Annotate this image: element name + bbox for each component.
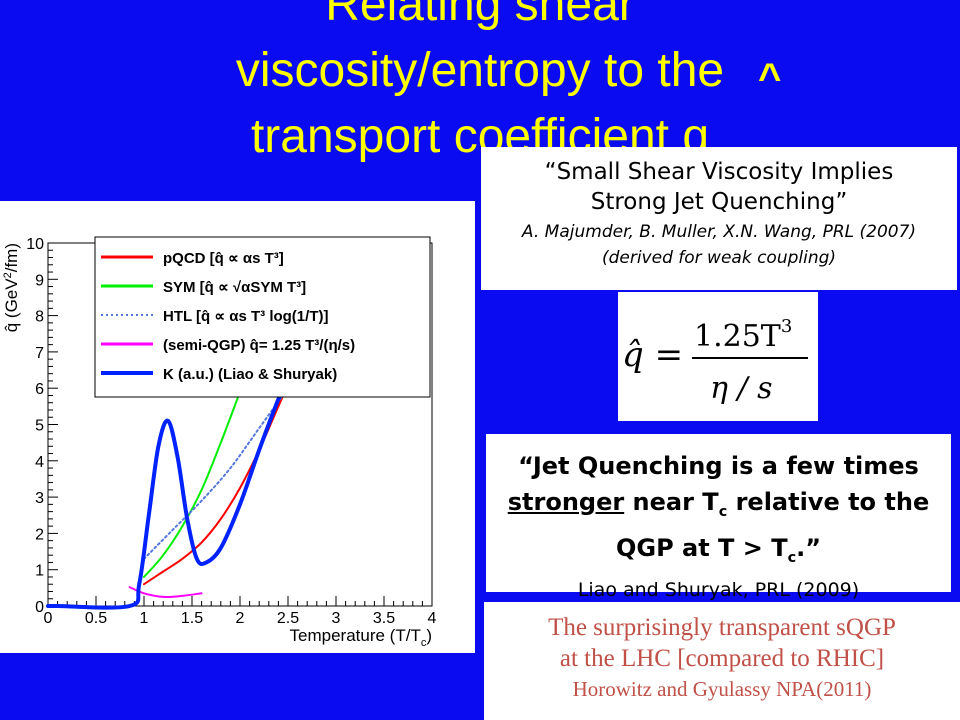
citation-majumder: A. Majumder, B. Muller, X.N. Wang, PRL (… <box>521 222 917 242</box>
y-tick-label: 7 <box>35 345 44 362</box>
qhat-vs-temperature-chart: 0 0.5 1 1.5 2 2.5 3 3.5 4 0 1 2 3 4 5 6 7 8 9 10 Temperature… <box>2 236 437 649</box>
legend-box <box>94 236 431 398</box>
y-tick-label: 3 <box>35 490 44 507</box>
jet-quenching-quote-box: “Jet Quenching is a few times stronger n… <box>486 434 951 601</box>
weak-coupling-note: (derived for weak coupling) <box>601 248 837 268</box>
quote-line1: “Small Shear Viscosity Implies <box>544 159 894 185</box>
slide-title-line1: Relating shear <box>325 0 635 31</box>
y-tick-label: 1 <box>35 563 44 580</box>
series-line-2 <box>143 365 251 578</box>
y-tick-label: 9 <box>35 272 44 289</box>
citation-liao-shuryak: Liao and Shuryak, PRL (2009) <box>577 578 860 601</box>
citation-horowitz: Horowitz and Gyulassy NPA(2011) <box>572 677 872 701</box>
formula-denominator: η / s <box>710 371 773 406</box>
x-axis-label-sub: c <box>421 637 427 649</box>
x-tick-label: 1.5 <box>181 610 203 627</box>
legend-label: (semi-QGP) q̂= 1.25 T³/(η/s) <box>163 337 355 354</box>
hg-line1: The surprisingly transparent sQGP <box>548 614 896 641</box>
y-axis-label-close: /fm) <box>2 243 21 272</box>
horowitz-gyulassy-box: The surprisingly transparent sQGP at the… <box>484 602 960 720</box>
legend-label: pQCD [q̂ ∝ αs T³] <box>163 250 284 267</box>
quote-line2: Strong Jet Quenching” <box>590 189 848 215</box>
series-line-5 <box>46 375 290 610</box>
formula-numerator: 1.25T3 <box>694 316 792 354</box>
small-viscosity-quote-box: “Small Shear Viscosity Implies Strong Je… <box>481 147 957 290</box>
title-hat-mark: ^ <box>758 56 782 100</box>
x-tick-label: 3.5 <box>373 610 395 627</box>
y-tick-label: 5 <box>35 418 44 435</box>
legend-label: Κ (a.u.) (Liao & Shuryak) <box>163 366 337 383</box>
y-axis-label-sup: 2 <box>2 272 14 278</box>
jet-line1: “Jet Quenching is a few times <box>518 452 919 480</box>
y-tick-label: 2 <box>35 526 44 543</box>
series-line-3 <box>143 387 289 560</box>
x-tick-label: 3 <box>332 610 341 627</box>
y-tick-label: 4 <box>35 454 44 471</box>
y-tick-label: 0 <box>35 599 44 616</box>
slide-title-line2: viscosity/entropy to the <box>235 44 725 97</box>
hg-line2: at the LHC [compared to RHIC] <box>559 645 885 672</box>
stronger-word: stronger <box>507 488 625 516</box>
jet-line2: stronger near Tc relative to the <box>507 488 930 520</box>
x-tick-label: 0 <box>44 610 53 627</box>
x-axis-label-close: ) <box>426 626 432 645</box>
jet-line3: QGP at T > Tc.” <box>615 533 822 566</box>
x-tick-label: 4 <box>428 610 437 627</box>
legend-label: HTL [q̂ ∝ αs T³ log(1/T)] <box>163 308 328 325</box>
x-tick-label: 0.5 <box>85 610 107 627</box>
chart-panel: 0 0.5 1 1.5 2 2.5 3 3.5 4 0 1 2 3 4 5 6 7 8 9 10 Temperature… <box>0 201 475 653</box>
x-tick-label: 1 <box>140 610 149 627</box>
y-tick-label: 8 <box>35 309 44 326</box>
qhat-formula-box: q̂ = 1.25T3 η / s <box>618 292 818 421</box>
y-tick-label: 10 <box>26 236 44 253</box>
formula-lhs: q̂ = <box>622 335 683 375</box>
x-axis-label: Temperature (T/Tc) <box>290 626 432 649</box>
legend-label: SYM [q̂ ∝ √αSYM T³] <box>163 279 306 296</box>
y-axis-label: q̂ (GeV2/fm) <box>2 243 21 332</box>
qhat-formula: q̂ = 1.25T3 η / s <box>622 316 808 406</box>
x-tick-label: 2.5 <box>277 610 299 627</box>
x-tick-label: 2 <box>236 610 245 627</box>
y-tick-label: 6 <box>35 381 44 398</box>
series-line-1 <box>143 383 289 586</box>
